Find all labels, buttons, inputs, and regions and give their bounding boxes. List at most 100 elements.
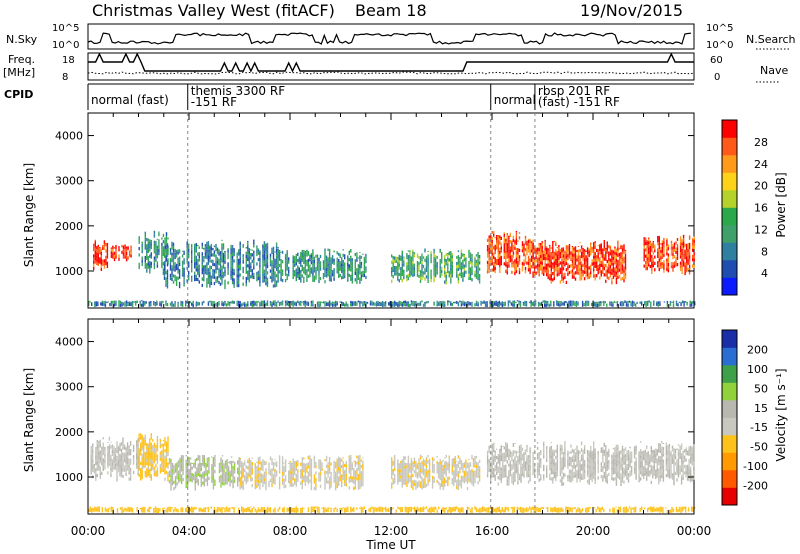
scatter-cell: [139, 303, 141, 307]
scatter-cell: [207, 245, 210, 250]
scatter-cell: [152, 448, 154, 452]
scatter-cell: [552, 256, 554, 260]
scatter-cell: [401, 303, 403, 307]
scatter-cell: [301, 470, 303, 474]
scatter-cell: [295, 477, 297, 481]
scatter-cell: [309, 460, 311, 464]
scatter-cell: [596, 274, 598, 278]
scatter-cell: [310, 303, 313, 307]
scatter-cell: [415, 467, 417, 471]
scatter-cell: [348, 258, 350, 262]
scatter-cell: [666, 268, 668, 272]
scatter-cell: [413, 273, 416, 277]
scatter-cell: [251, 275, 253, 279]
scatter-cell: [351, 273, 353, 278]
scatter-cell: [248, 248, 250, 251]
scatter-cell: [579, 261, 581, 265]
scatter-cell: [194, 462, 196, 466]
scatter-cell: [692, 300, 694, 304]
scatter-cell: [190, 457, 192, 460]
scatter-cell: [651, 255, 653, 259]
scatter-cell: [257, 301, 260, 303]
scatter-cell: [500, 302, 502, 306]
scatter-cell: [165, 445, 168, 449]
scatter-cell: [628, 300, 631, 303]
scatter-cell: [469, 261, 472, 265]
scatter-cell: [584, 303, 587, 307]
scatter-cell: [180, 458, 183, 462]
scatter-cell: [543, 269, 545, 273]
scatter-cell: [144, 436, 146, 440]
scatter-cell: [108, 462, 111, 466]
scatter-cell: [688, 265, 691, 269]
scatter-cell: [150, 265, 152, 269]
scatter-cell: [210, 300, 213, 303]
scatter-cell: [688, 236, 691, 240]
scatter-cell: [439, 470, 441, 474]
scatter-cell: [656, 301, 658, 303]
scatter-cell: [330, 481, 332, 485]
scatter-cell: [98, 458, 100, 462]
scatter-cell: [588, 275, 590, 279]
scatter-cell: [624, 260, 627, 264]
scatter-cell: [342, 457, 344, 459]
scatter-cell: [392, 265, 394, 269]
scatter-cell: [468, 270, 470, 274]
scatter-cell: [547, 272, 549, 277]
scatter-cell: [102, 452, 104, 456]
scatter-cell: [245, 254, 247, 258]
scatter-cell: [149, 254, 151, 258]
scatter-cell: [577, 265, 580, 269]
y-tick-label: 1000: [55, 265, 83, 278]
scatter-cell: [119, 303, 122, 307]
scatter-cell: [120, 464, 123, 468]
scatter-cell: [313, 266, 316, 270]
scatter-cell: [122, 246, 125, 250]
scatter-cell: [424, 472, 426, 476]
scatter-cell: [474, 270, 476, 274]
scatter-cell: [206, 243, 208, 247]
scatter-cell: [281, 456, 284, 460]
scatter-cell: [471, 271, 473, 276]
scatter-cell: [594, 242, 596, 246]
scatter-cell: [188, 462, 190, 466]
scatter-cell: [291, 471, 293, 475]
scatter-cell: [298, 301, 300, 303]
scatter-cell: [661, 240, 664, 243]
scatter-cell: [259, 461, 261, 465]
scatter-cell: [623, 256, 625, 261]
scatter-cell: [156, 454, 159, 458]
scatter-cell: [559, 249, 562, 252]
scatter-cell: [391, 466, 393, 470]
scatter-cell: [401, 471, 403, 475]
scatter-cell: [95, 452, 97, 456]
scatter-cell: [253, 272, 255, 276]
scatter-cell: [438, 462, 440, 464]
scatter-cell: [347, 259, 349, 263]
scatter-cell: [312, 259, 314, 263]
scatter-cell: [185, 462, 187, 466]
scatter-cell: [577, 301, 579, 303]
scatter-cell: [169, 248, 172, 252]
scatter-cell: [110, 303, 113, 307]
scatter-cell: [294, 478, 296, 482]
scatter-cell: [505, 260, 507, 264]
scatter-cell: [573, 250, 575, 254]
colorbar-band: [722, 225, 737, 243]
scatter-cell: [248, 275, 250, 280]
scatter-cell: [508, 255, 510, 259]
scatter-cell: [648, 241, 650, 245]
scatter-cell: [218, 476, 221, 480]
scatter-cell: [344, 268, 346, 272]
scatter-cell: [614, 261, 616, 265]
scatter-cell: [263, 253, 266, 257]
scatter-cell: [331, 301, 334, 304]
scatter-cell: [574, 258, 577, 262]
scatter-cell: [163, 264, 166, 268]
scatter-cell: [412, 267, 414, 271]
scatter-cell: [404, 475, 406, 479]
scatter-cell: [505, 241, 507, 245]
scatter-cell: [324, 476, 326, 481]
scatter-cell: [594, 264, 596, 268]
scatter-cell: [232, 466, 234, 470]
